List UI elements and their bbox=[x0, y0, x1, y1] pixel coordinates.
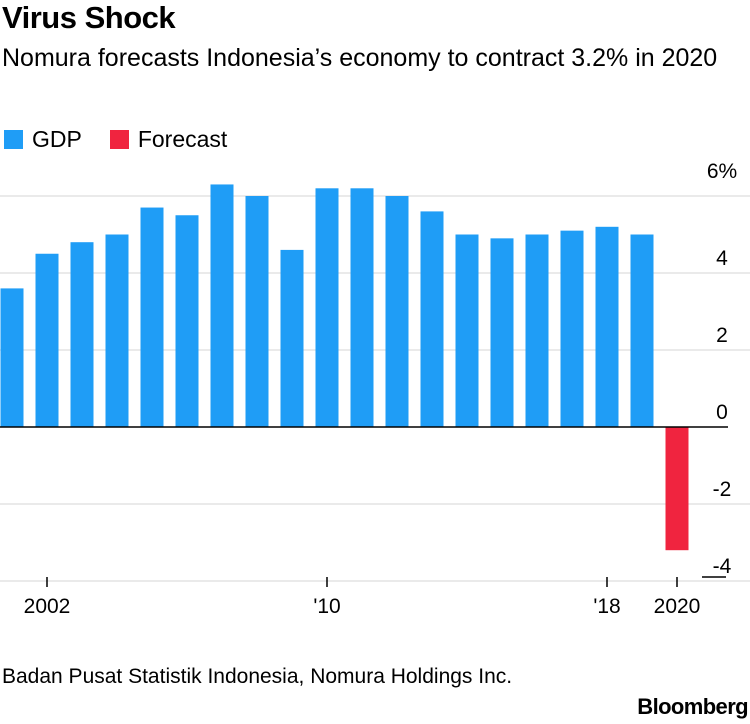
legend-swatch-forecast bbox=[109, 129, 129, 149]
y-tick-label: 4 bbox=[716, 247, 728, 270]
x-tick-label: 2002 bbox=[24, 595, 71, 618]
chart-title: Virus Shock bbox=[2, 0, 176, 35]
bloomberg-logo: Bloomberg bbox=[637, 694, 748, 719]
y-tick-label: -2 bbox=[713, 478, 732, 501]
bar-gdp-2004 bbox=[105, 234, 129, 427]
bar-gdp-2009 bbox=[280, 249, 304, 427]
y-tick-label: 2 bbox=[716, 324, 728, 347]
y-tick-label-top: 6% bbox=[707, 160, 737, 183]
bar-gdp-2011 bbox=[350, 188, 374, 427]
bar-gdp-2008 bbox=[245, 196, 269, 427]
bar-gdp-2006 bbox=[175, 215, 199, 427]
bar-gdp-2014 bbox=[455, 234, 479, 427]
bar-gdp-2002 bbox=[35, 253, 59, 427]
bar-gdp-2001 bbox=[0, 288, 24, 427]
x-tick-label: 2020 bbox=[654, 595, 701, 618]
legend-item-forecast: Forecast bbox=[109, 125, 228, 153]
bar-forecast-2020 bbox=[665, 427, 689, 551]
bar-gdp-2015 bbox=[490, 238, 514, 427]
bar-gdp-2018 bbox=[595, 226, 619, 427]
legend-swatch-gdp bbox=[4, 129, 23, 149]
legend-label-gdp: GDP bbox=[32, 125, 82, 152]
legend-label-forecast: Forecast bbox=[137, 125, 228, 152]
bar-gdp-2013 bbox=[420, 211, 444, 427]
y-tick-label: 0 bbox=[716, 401, 728, 424]
chart-subtitle: Nomura forecasts Indonesia’s economy to … bbox=[2, 44, 718, 72]
bar-chart: -4 -2 0 2 4 6% 2002 '10 '18 2020 bbox=[0, 160, 750, 618]
bar-gdp-2003 bbox=[70, 242, 94, 427]
source-note: Badan Pusat Statistik Indonesia, Nomura … bbox=[2, 665, 513, 688]
y-tick-label: -4 bbox=[713, 555, 732, 578]
bar-gdp-2016 bbox=[525, 234, 549, 427]
bar-gdp-2019 bbox=[630, 234, 654, 427]
bar-gdp-2007 bbox=[210, 184, 234, 427]
bar-gdp-2005 bbox=[140, 207, 164, 427]
bar-gdp-2010 bbox=[315, 188, 339, 427]
x-tick-label: '10 bbox=[313, 595, 340, 618]
legend: GDP Forecast bbox=[4, 125, 255, 153]
bar-gdp-2017 bbox=[560, 230, 584, 427]
legend-item-gdp: GDP bbox=[4, 126, 82, 153]
x-tick-label: '18 bbox=[593, 595, 620, 618]
bar-gdp-2012 bbox=[385, 196, 409, 427]
